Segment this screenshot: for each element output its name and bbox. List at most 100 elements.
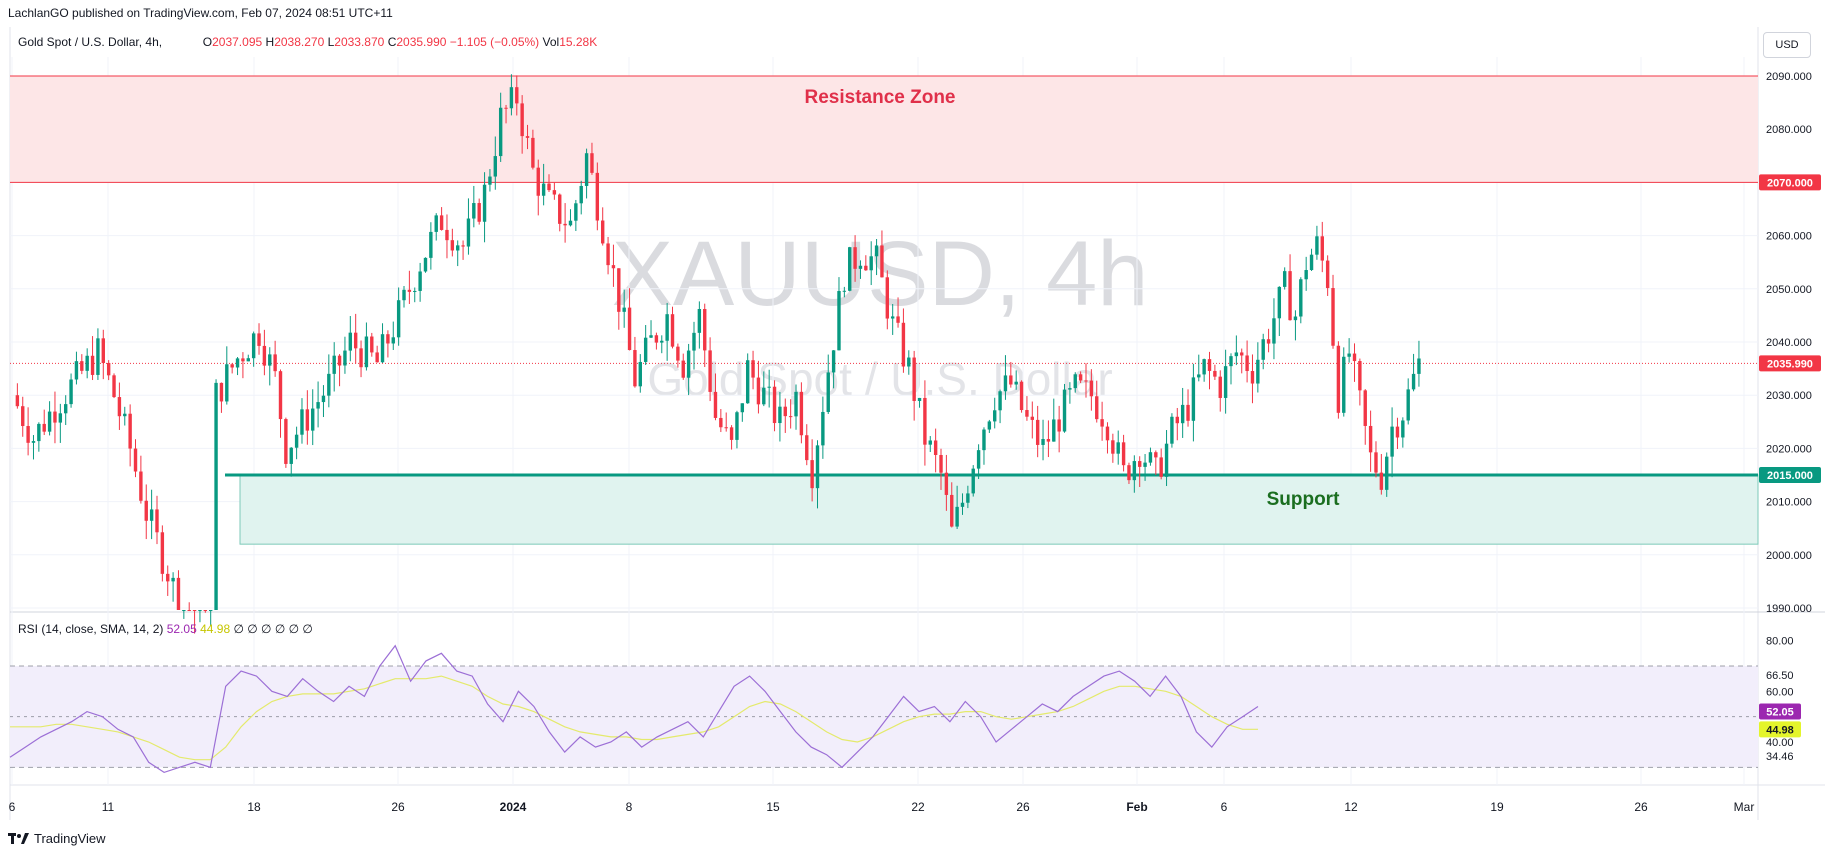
candle-body	[890, 316, 895, 319]
time-tick-label: 6	[9, 800, 16, 814]
candle-body	[396, 300, 401, 338]
price-tick-label: 2050.000	[1766, 284, 1812, 296]
candle-body	[380, 334, 385, 363]
candle-body	[1191, 377, 1196, 421]
candle-body	[321, 395, 326, 403]
candle-body	[998, 391, 1002, 411]
time-tick-label: 26	[1634, 800, 1648, 814]
price-tick-label: 2080.000	[1766, 124, 1812, 136]
candle-body	[670, 314, 675, 347]
candle-body	[1358, 361, 1362, 391]
candle-body	[1342, 356, 1346, 413]
candle-body	[842, 290, 847, 292]
candle-body	[1250, 371, 1255, 384]
candle-body	[69, 379, 73, 405]
candle-body	[960, 502, 965, 507]
candle-body	[1293, 316, 1298, 321]
watermark-name: Gold Spot / U.S. Dollar	[647, 353, 1112, 405]
candle-body	[509, 87, 514, 109]
candle-body	[1374, 452, 1378, 473]
time-axis[interactable]: 6 11 18 26 2024 8 15 22 26 Feb 6 12 19 26 Mar	[9, 800, 1755, 814]
candle-body	[101, 338, 105, 363]
rsi-tick-label: 80.00	[1766, 636, 1794, 648]
candle-body	[192, 610, 197, 611]
candle-body	[745, 360, 750, 404]
candle-body	[1078, 374, 1083, 381]
candle-body	[1368, 425, 1373, 453]
time-tick-label: Mar	[1734, 800, 1755, 814]
candle-body	[445, 229, 449, 241]
candle-body	[187, 610, 191, 611]
candle-body	[788, 416, 793, 418]
candle-body	[805, 435, 809, 461]
candle-body	[1288, 271, 1292, 321]
candle-body	[799, 391, 804, 436]
candle-body	[1417, 358, 1421, 374]
candle-body	[880, 245, 884, 278]
candle-body	[257, 333, 261, 346]
candle-body	[923, 397, 927, 445]
candle-body	[418, 271, 422, 291]
candle-body	[208, 610, 213, 611]
candle-body	[251, 333, 256, 359]
candle-body	[601, 220, 605, 244]
candle-body	[1272, 318, 1276, 344]
ohlc-legend: Gold Spot / U.S. Dollar, 4h, O2037.095 H…	[18, 35, 597, 49]
candle-body	[719, 417, 723, 428]
watermark-symbol: XAUUSD, 4h	[612, 223, 1149, 325]
price-tick-label: 2090.000	[1766, 71, 1812, 83]
time-tick-label: 2024	[500, 800, 527, 814]
candle-body	[219, 382, 224, 402]
candle-body	[198, 610, 202, 611]
footer-brand[interactable]: TradingView	[8, 831, 106, 846]
candle-body	[858, 265, 863, 269]
candle-body	[300, 409, 304, 435]
candle-body	[171, 577, 175, 582]
candle-body	[686, 350, 691, 378]
candle-body	[676, 346, 680, 361]
time-tick-label: 22	[911, 800, 925, 814]
candle-body	[477, 203, 481, 222]
candle-body	[450, 240, 455, 251]
candle-body	[1315, 236, 1319, 255]
candle-body	[558, 194, 562, 224]
candle-body	[1132, 461, 1137, 481]
candle-body	[31, 441, 36, 443]
candle-body	[1186, 404, 1190, 421]
candle-body	[885, 277, 890, 319]
candle-body	[85, 355, 89, 371]
candle-body	[1229, 356, 1233, 367]
candle-body	[1041, 439, 1045, 445]
candle-body	[123, 413, 127, 417]
candle-body	[762, 387, 766, 405]
candle-body	[407, 289, 412, 292]
candle-body	[133, 448, 138, 472]
resistance-zone-label: Resistance Zone	[805, 87, 956, 108]
time-tick-label: 12	[1344, 800, 1358, 814]
candle-body	[348, 332, 353, 351]
time-tick-label: 19	[1490, 800, 1504, 814]
candle-body	[429, 231, 433, 258]
candle-body	[778, 406, 782, 424]
candle-body	[810, 460, 814, 489]
candle-body	[1363, 390, 1367, 426]
candle-body	[874, 245, 879, 257]
candle-body	[740, 403, 745, 413]
candle-body	[1266, 339, 1271, 344]
candle-body	[729, 427, 734, 440]
candle-body	[1143, 462, 1147, 467]
currency-button[interactable]: USD	[1763, 32, 1811, 58]
candle-body	[1175, 416, 1179, 424]
candle-body	[1309, 254, 1314, 271]
candle-body	[756, 377, 761, 405]
candle-body	[456, 245, 460, 251]
candle-body	[595, 172, 600, 221]
price-axis[interactable]: 1990.000 2000.000 2010.000 2020.000 2030.000…	[1759, 71, 1821, 763]
candle-body	[353, 332, 358, 349]
candle-body	[80, 361, 84, 371]
candle-body	[1304, 270, 1308, 280]
candle-body	[971, 468, 975, 494]
candle-body	[439, 215, 444, 230]
candle-body	[1035, 419, 1040, 445]
